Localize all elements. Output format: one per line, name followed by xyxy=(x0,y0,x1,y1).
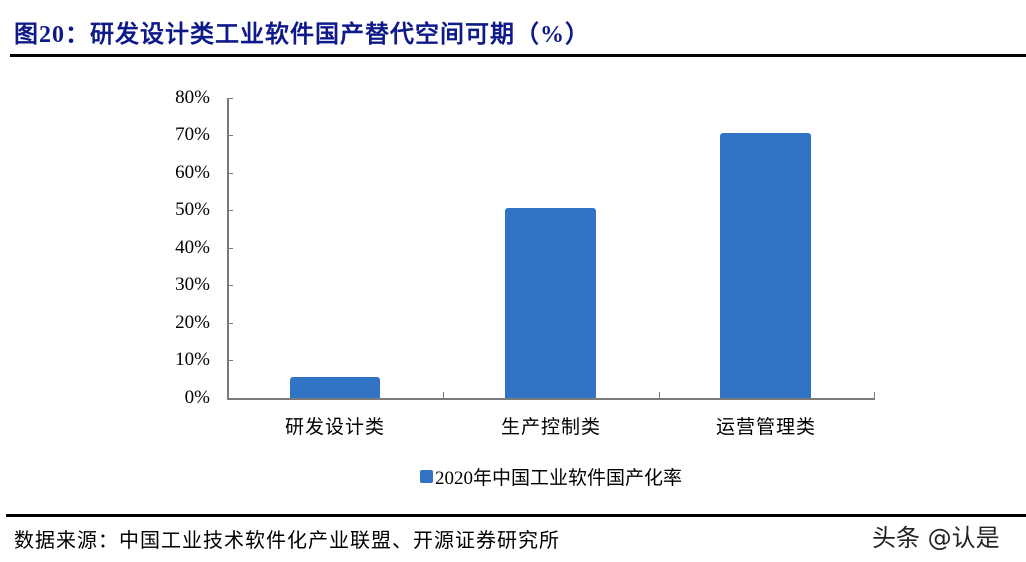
x-tick-mark xyxy=(443,392,444,399)
y-tick-label: 60% xyxy=(175,162,210,183)
title-divider xyxy=(10,54,1026,57)
x-category-label: 生产控制类 xyxy=(500,417,601,438)
y-tick-mark xyxy=(227,323,233,324)
footer-divider xyxy=(6,514,1026,517)
x-category-label: 研发设计类 xyxy=(284,417,385,438)
y-tick-mark xyxy=(227,285,233,286)
y-tick-mark xyxy=(227,248,233,249)
watermark: 头条 @认是 xyxy=(872,524,1000,552)
y-tick-mark xyxy=(227,173,233,174)
x-axis-line xyxy=(227,398,875,400)
data-source-note: 数据来源：中国工业技术软件化产业联盟、开源证券研究所 xyxy=(14,530,560,552)
bar-production-control xyxy=(505,208,596,398)
x-tick-mark xyxy=(874,392,875,399)
y-tick-mark xyxy=(227,360,233,361)
y-tick-label: 30% xyxy=(175,274,210,295)
bar-rd-design xyxy=(290,377,380,398)
y-tick-label: 80% xyxy=(175,87,210,108)
x-category-label: 运营管理类 xyxy=(715,417,816,438)
chart-legend: 2020年中国工业软件国产化率 xyxy=(420,463,682,490)
bar-operations-management xyxy=(720,133,811,398)
y-tick-label: 70% xyxy=(175,124,210,145)
x-tick-mark xyxy=(659,392,660,399)
legend-label: 2020年中国工业软件国产化率 xyxy=(435,468,683,489)
legend-swatch-icon xyxy=(420,470,433,483)
figure-title: 图20：研发设计类工业软件国产替代空间可期（%） xyxy=(14,22,590,48)
y-tick-label: 50% xyxy=(175,199,210,220)
y-tick-label: 0% xyxy=(184,387,210,408)
y-tick-mark xyxy=(227,98,233,99)
y-tick-mark xyxy=(227,135,233,136)
y-tick-label: 10% xyxy=(175,349,210,370)
y-tick-mark xyxy=(227,210,233,211)
y-tick-label: 40% xyxy=(175,237,210,258)
y-tick-label: 20% xyxy=(175,312,210,333)
